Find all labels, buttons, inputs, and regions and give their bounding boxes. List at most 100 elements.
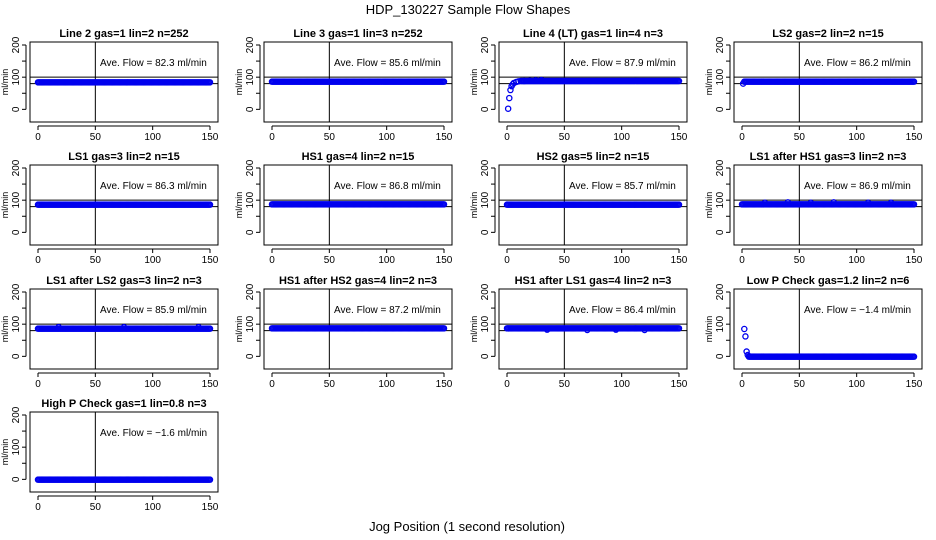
- data-point: [120, 323, 128, 331]
- average-flow-annotation: Ave. Flow = −1.6 ml/min: [100, 428, 207, 439]
- data-point: [195, 323, 202, 331]
- average-flow-annotation: Ave. Flow = 82.3 ml/min: [100, 58, 207, 69]
- x-tick-label: 50: [794, 132, 806, 143]
- x-tick-label: 50: [90, 255, 102, 266]
- data-point: [675, 325, 683, 332]
- x-tick-label: 100: [144, 132, 161, 143]
- y-tick-label: 0: [715, 353, 726, 359]
- chart-panel: High P Check gas=1 lin=0.8 n=3 0 100 200 ml/…: [0, 398, 219, 513]
- chart-panel: Line 3 gas=1 lin=3 n=252 0 100 200 ml/min 0 50…: [234, 28, 453, 143]
- panel-grid: Line 2 gas=1 lin=2 n=252 0 100 200 ml/min 0 50…: [0, 28, 923, 513]
- y-tick-label: 200: [11, 159, 22, 176]
- x-tick-label: 100: [613, 379, 630, 390]
- x-tick-label: 150: [436, 132, 453, 143]
- panel-title: HS2 gas=5 lin=2 n=15: [537, 151, 650, 163]
- average-flow-annotation: Ave. Flow = 85.9 ml/min: [100, 305, 207, 316]
- chart-panel: Low P Check gas=1.2 lin=2 n=6 0 100 200 ml/m…: [704, 275, 923, 390]
- y-tick-label: 0: [480, 106, 491, 112]
- plot-frame: [29, 411, 219, 493]
- panel-title: LS1 gas=3 lin=2 n=15: [68, 151, 180, 163]
- y-tick-label: 200: [11, 406, 22, 423]
- panel-title: Line 4 (LT) gas=1 lin=4 n=3: [523, 28, 663, 40]
- plot-frame: [733, 41, 923, 123]
- y-axis-label: ml/min: [0, 439, 10, 466]
- data-point: [206, 201, 214, 208]
- x-tick-label: 100: [378, 132, 395, 143]
- data-point: [887, 199, 895, 206]
- data-point: [742, 333, 749, 340]
- x-tick-label: 100: [613, 132, 630, 143]
- x-tick-label: 150: [671, 379, 688, 390]
- x-tick-label: 0: [269, 379, 275, 390]
- x-tick-label: 100: [613, 255, 630, 266]
- panel-title: HS1 after HS2 gas=4 lin=2 n=3: [279, 275, 437, 287]
- y-tick-label: 0: [245, 229, 256, 235]
- x-tick-label: 0: [35, 502, 41, 513]
- average-flow-annotation: Ave. Flow = 87.9 ml/min: [569, 58, 676, 69]
- data-point: [504, 105, 512, 112]
- y-tick-label: 100: [245, 315, 256, 332]
- data-point: [741, 325, 748, 333]
- data-point: [440, 325, 448, 332]
- y-tick-label: 200: [480, 283, 491, 300]
- y-tick-label: 100: [715, 68, 726, 85]
- y-tick-label: 100: [480, 191, 491, 208]
- y-axis-label: ml/min: [469, 316, 479, 343]
- average-flow-annotation: Ave. Flow = 85.6 ml/min: [334, 58, 441, 69]
- data-point: [55, 323, 62, 331]
- data-point: [761, 199, 769, 206]
- plot-frame: [733, 288, 923, 370]
- plot-frame: [263, 41, 453, 123]
- x-tick-label: 50: [90, 502, 102, 513]
- x-tick-label: 100: [144, 379, 161, 390]
- panel-title: LS1 after HS1 gas=3 lin=2 n=3: [750, 151, 907, 163]
- x-tick-label: 50: [794, 379, 806, 390]
- x-tick-label: 100: [848, 255, 865, 266]
- y-tick-label: 100: [480, 68, 491, 85]
- panel-title: High P Check gas=1 lin=0.8 n=3: [41, 398, 206, 410]
- x-tick-label: 50: [794, 255, 806, 266]
- panel-title: HS1 gas=4 lin=2 n=15: [302, 151, 415, 163]
- data-point: [206, 476, 214, 483]
- x-tick-label: 150: [436, 255, 453, 266]
- x-tick-label: 0: [504, 132, 510, 143]
- panel-title: LS1 after LS2 gas=3 lin=2 n=3: [46, 275, 202, 287]
- x-tick-label: 100: [848, 379, 865, 390]
- x-tick-label: 0: [504, 379, 510, 390]
- y-tick-label: 100: [480, 315, 491, 332]
- data-point: [206, 325, 214, 332]
- chart-panel: LS1 gas=3 lin=2 n=15 0 100 200 ml/min 0 50 100 1…: [0, 151, 219, 266]
- plot-frame: [263, 164, 453, 246]
- x-tick-label: 50: [559, 379, 571, 390]
- y-tick-label: 200: [11, 36, 22, 53]
- y-tick-label: 0: [480, 353, 491, 359]
- figure-title: HDP_130227 Sample Flow Shapes: [366, 2, 571, 17]
- data-point: [910, 201, 918, 208]
- x-tick-label: 150: [671, 255, 688, 266]
- x-tick-label: 150: [202, 502, 219, 513]
- data-point: [739, 80, 747, 87]
- data-point: [784, 199, 792, 206]
- plot-frame: [498, 41, 688, 123]
- data-point: [506, 94, 513, 102]
- x-tick-label: 150: [202, 379, 219, 390]
- y-tick-label: 0: [715, 106, 726, 112]
- data-point: [543, 326, 551, 333]
- y-axis-label: ml/min: [704, 192, 714, 219]
- y-tick-label: 100: [715, 191, 726, 208]
- y-tick-label: 100: [11, 438, 22, 455]
- data-point: [206, 79, 214, 86]
- x-tick-label: 100: [378, 255, 395, 266]
- data-point: [910, 78, 918, 85]
- panel-title: Line 3 gas=1 lin=3 n=252: [293, 28, 422, 40]
- y-tick-label: 200: [480, 36, 491, 53]
- plot-frame: [498, 164, 688, 246]
- panel-title: LS2 gas=2 lin=2 n=15: [772, 28, 884, 40]
- x-tick-label: 100: [144, 255, 161, 266]
- chart-panel: Line 4 (LT) gas=1 lin=4 n=3 0 100 200 ml/min…: [469, 28, 688, 143]
- y-axis-label: ml/min: [234, 192, 244, 219]
- plot-frame: [263, 288, 453, 370]
- data-point: [743, 348, 750, 355]
- chart-panel: LS1 after HS1 gas=3 lin=2 n=3 0 100 200 ml/m…: [704, 151, 923, 266]
